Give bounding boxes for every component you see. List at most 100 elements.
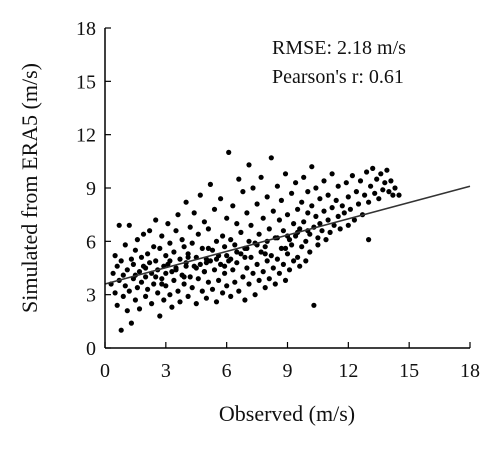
data-point <box>262 285 268 291</box>
data-point <box>171 277 177 283</box>
data-point <box>195 276 201 282</box>
data-point <box>222 244 228 250</box>
data-point <box>149 301 155 307</box>
data-point <box>270 265 276 271</box>
data-point <box>234 260 240 266</box>
axes <box>104 27 471 349</box>
y-tick-label: 6 <box>86 231 96 253</box>
data-point <box>390 192 396 198</box>
data-point <box>147 228 153 234</box>
data-point <box>276 217 282 223</box>
data-point <box>254 201 260 207</box>
data-point <box>349 173 355 179</box>
data-point <box>254 261 260 267</box>
data-point <box>244 210 250 216</box>
data-point <box>347 206 353 212</box>
data-point <box>280 261 286 267</box>
data-point <box>364 169 370 175</box>
data-point <box>112 290 118 296</box>
data-point <box>396 192 402 198</box>
data-point <box>128 320 134 326</box>
y-tick-label: 18 <box>76 18 96 40</box>
y-axis-label: Simulated from ERA5 (m/s) <box>17 63 42 313</box>
data-point <box>151 244 157 250</box>
data-point <box>244 265 250 271</box>
data-point <box>278 245 284 251</box>
data-point <box>268 253 274 259</box>
data-point <box>309 164 315 170</box>
data-point <box>286 267 293 273</box>
data-point <box>163 283 169 289</box>
data-point <box>140 231 147 237</box>
data-point <box>134 237 140 243</box>
data-point <box>195 231 201 237</box>
data-point <box>151 281 157 287</box>
data-point <box>238 251 244 257</box>
data-point <box>191 210 197 216</box>
y-tick-label: 15 <box>76 71 96 93</box>
data-point <box>201 269 207 275</box>
x-tick-label: 9 <box>283 360 293 382</box>
data-point <box>189 240 195 246</box>
data-point <box>234 221 240 227</box>
data-point <box>177 256 183 262</box>
data-point <box>270 208 276 214</box>
data-point <box>205 245 211 251</box>
data-point <box>197 192 203 198</box>
data-point <box>122 283 128 289</box>
data-point <box>268 155 274 161</box>
data-point <box>262 244 268 250</box>
data-point <box>256 277 262 283</box>
data-point <box>213 256 220 262</box>
data-point <box>167 292 173 298</box>
data-point <box>175 288 181 294</box>
data-point <box>311 302 317 308</box>
data-point <box>118 327 124 333</box>
data-point <box>282 171 289 177</box>
data-point <box>181 281 187 287</box>
data-point <box>293 180 299 186</box>
data-point <box>209 286 216 292</box>
data-point <box>228 256 234 262</box>
data-point <box>193 265 199 271</box>
data-point <box>260 215 266 221</box>
data-point <box>207 181 213 187</box>
x-tick-label: 6 <box>222 360 232 382</box>
data-point <box>307 249 313 255</box>
data-point <box>317 221 323 227</box>
data-point <box>355 201 362 207</box>
data-point <box>380 187 386 193</box>
data-point <box>189 285 195 291</box>
x-axis-label: Observed (m/s) <box>219 401 355 426</box>
data-point <box>274 256 280 262</box>
data-point <box>238 229 244 235</box>
y-tick-label: 0 <box>86 338 96 360</box>
data-point <box>329 171 335 177</box>
data-point <box>236 288 242 294</box>
data-point <box>187 274 193 280</box>
data-point <box>362 192 368 198</box>
data-point <box>230 203 236 209</box>
data-point <box>282 245 289 251</box>
data-point <box>116 222 122 228</box>
data-point <box>366 237 372 243</box>
data-point <box>181 274 187 280</box>
data-point <box>138 254 145 260</box>
data-point <box>357 178 364 184</box>
data-point <box>136 306 143 312</box>
data-point <box>224 283 230 289</box>
data-point <box>240 274 246 280</box>
data-point <box>246 238 252 244</box>
data-point <box>173 267 179 273</box>
data-point <box>374 176 380 182</box>
data-point <box>331 222 337 228</box>
data-point <box>153 217 159 223</box>
data-point <box>248 254 254 260</box>
data-point <box>230 267 236 273</box>
data-point <box>181 244 187 250</box>
rmse-annotation: RMSE: 2.18 m/s <box>272 37 406 59</box>
x-tick-label: 3 <box>161 360 171 382</box>
data-point <box>301 174 307 180</box>
data-point <box>305 189 311 195</box>
